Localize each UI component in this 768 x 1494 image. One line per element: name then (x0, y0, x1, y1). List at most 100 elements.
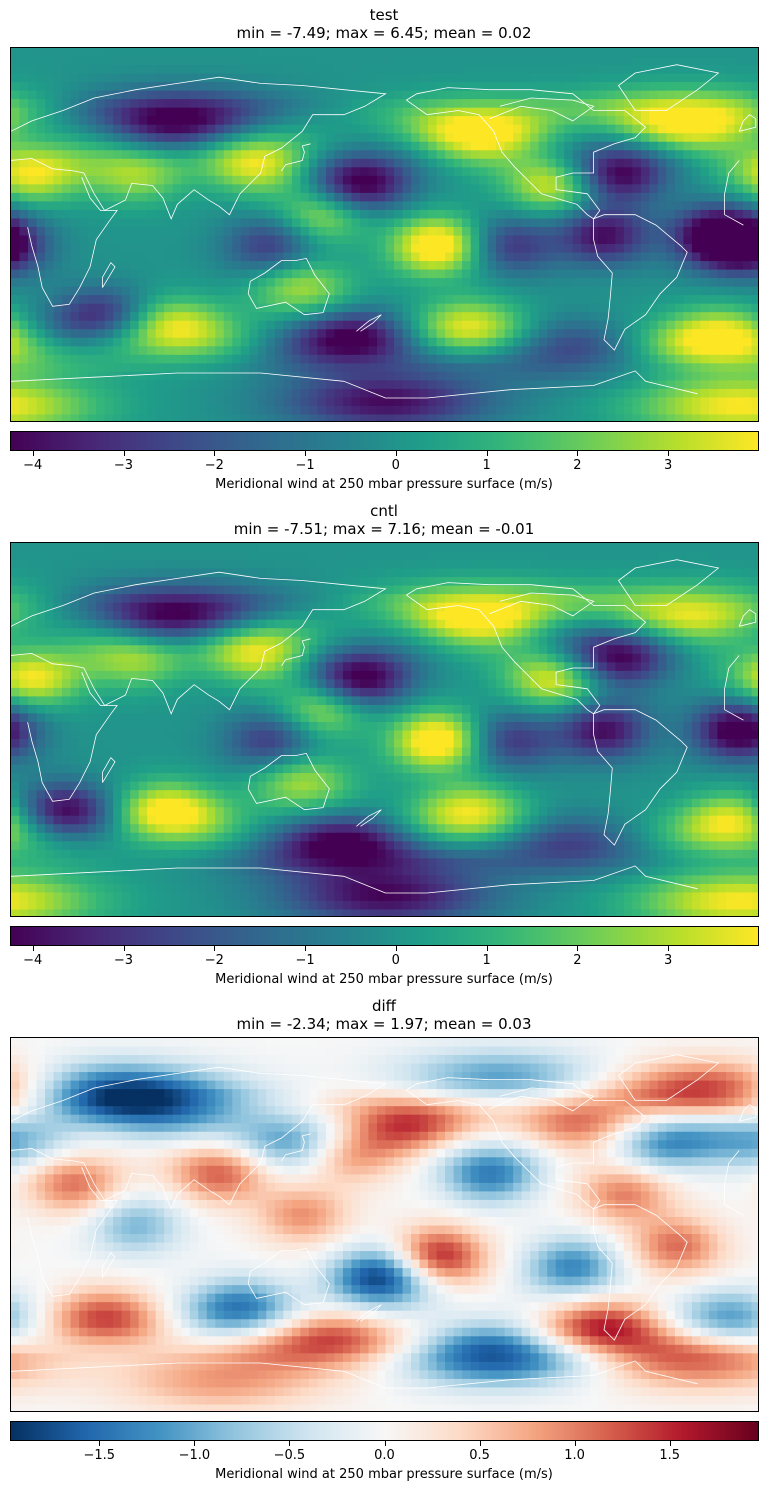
field-cell (674, 158, 684, 168)
field-cell (283, 329, 293, 339)
field-cell (138, 99, 148, 109)
field-cell (62, 602, 72, 612)
field-cell (96, 414, 106, 421)
field-cell (36, 65, 46, 75)
field-cell (359, 73, 370, 83)
field-cell (325, 329, 336, 339)
field-cell (572, 99, 582, 109)
field-cell (674, 577, 684, 587)
field-cell (615, 611, 625, 621)
field-cell (215, 218, 225, 228)
field-cell (513, 337, 523, 347)
field-cell (649, 90, 659, 100)
field-cell (291, 175, 301, 185)
field-cell (334, 380, 344, 390)
field-cell (691, 158, 702, 168)
field-cell (419, 543, 429, 553)
field-cell (70, 82, 80, 92)
field-cell (257, 158, 267, 168)
field-cell (62, 244, 72, 254)
field-cell (172, 303, 182, 313)
field-cell (274, 636, 284, 646)
field-cell (419, 56, 429, 66)
field-cell (181, 235, 191, 245)
field-cell (181, 346, 191, 356)
field-cell (632, 73, 642, 83)
field-cell (589, 252, 599, 262)
field-cell (623, 577, 633, 587)
field-cell (334, 65, 344, 75)
field-cell (62, 226, 72, 237)
field-cell (411, 636, 421, 646)
field-cell (487, 320, 497, 330)
field-cell (53, 397, 63, 407)
field-cell (402, 611, 412, 621)
field-cell (45, 107, 55, 117)
field-cell (147, 133, 157, 143)
field-cell (504, 295, 514, 305)
field-cell (138, 397, 148, 407)
field-cell (572, 312, 582, 322)
field-cell (266, 329, 276, 339)
field-cell (138, 568, 148, 578)
field-cell (104, 184, 114, 194)
field-cell (79, 201, 89, 211)
field-cell (504, 551, 514, 561)
field-cell (632, 192, 642, 203)
field-cell (334, 235, 344, 245)
field-cell (402, 329, 412, 339)
field-cell (45, 388, 55, 399)
field-cell (249, 141, 259, 151)
panel-1-subtitle: min = -7.49; max = 6.45; mean = 0.02 (236, 24, 532, 42)
field-cell (462, 611, 472, 621)
field-cell (581, 82, 591, 92)
field-cell (28, 209, 38, 220)
field-cell (564, 252, 574, 262)
field-cell (725, 354, 736, 364)
field-cell (138, 116, 148, 126)
field-cell (419, 354, 429, 364)
field-cell (581, 90, 591, 100)
field-cell (700, 226, 710, 237)
field-cell (113, 124, 123, 134)
field-cell (155, 337, 165, 347)
field-cell (538, 192, 548, 203)
field-cell (589, 261, 599, 271)
field-cell (11, 303, 21, 313)
field-cell (53, 82, 63, 92)
field-cell (342, 82, 353, 92)
field-cell (325, 73, 336, 83)
field-cell (504, 226, 514, 237)
field-cell (45, 158, 55, 168)
field-cell (130, 244, 140, 254)
field-cell (19, 175, 29, 185)
field-cell (691, 405, 702, 416)
field-cell (606, 226, 616, 237)
field-cell (632, 48, 642, 58)
field-cell (555, 585, 565, 595)
field-cell (121, 363, 131, 373)
field-cell (385, 636, 395, 646)
field-cell (632, 636, 642, 646)
field-cell (36, 244, 46, 254)
field-cell (555, 611, 565, 621)
field-cell (623, 158, 633, 168)
field-cell (521, 278, 531, 288)
field-cell (564, 568, 574, 578)
field-cell (564, 226, 574, 237)
field-cell (411, 107, 421, 117)
field-cell (734, 192, 744, 203)
field-cell (87, 619, 97, 629)
field-cell (411, 261, 421, 271)
field-cell (223, 568, 233, 578)
field-cell (691, 337, 702, 347)
field-cell (742, 414, 753, 421)
field-cell (504, 354, 514, 364)
field-cell (394, 371, 404, 381)
field-cell (598, 226, 608, 237)
field-cell (683, 628, 693, 638)
field-cell (657, 628, 667, 638)
field-cell (717, 560, 727, 570)
field-cell (198, 397, 208, 407)
field-cell (564, 594, 574, 604)
